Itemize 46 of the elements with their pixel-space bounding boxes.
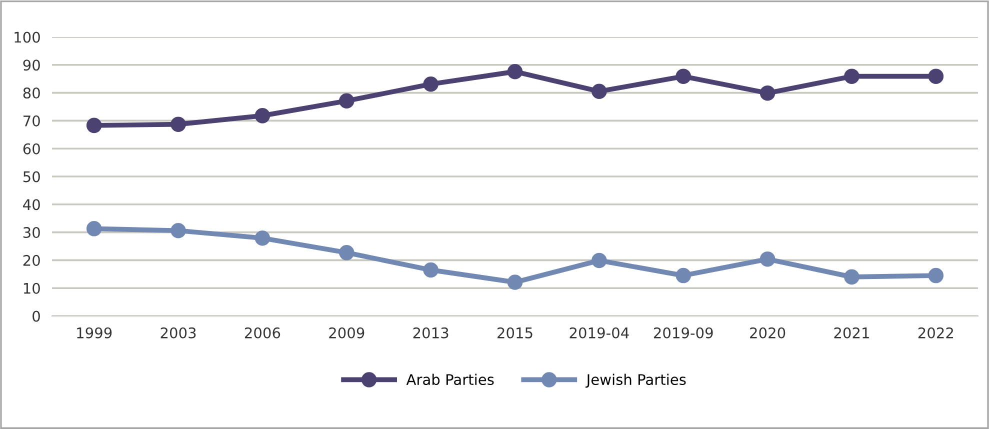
x-tick-label: 2013 [413, 327, 448, 338]
x-tick-label: 1999 [77, 327, 112, 338]
point [844, 68, 860, 84]
x-tick-label: 2006 [244, 327, 280, 338]
point [844, 269, 860, 285]
y-tick-label: 80 [23, 88, 40, 99]
y-tick-label: 70 [24, 115, 40, 126]
point [86, 118, 102, 134]
y-tick-label: 0 [32, 310, 40, 322]
point [338, 245, 354, 260]
point [928, 68, 944, 84]
point [507, 274, 523, 290]
legend-label: Arab Parties [406, 374, 494, 386]
y-tick-label: 60 [23, 143, 40, 154]
point [170, 222, 186, 238]
x-tick-label: 2020 [750, 327, 786, 338]
x-tick-label: 2019-09 [654, 327, 713, 338]
point [592, 84, 607, 100]
point [760, 251, 776, 267]
point [507, 64, 523, 80]
point [338, 93, 354, 109]
point [592, 252, 607, 268]
y-tick-label: 50 [23, 171, 40, 182]
point [254, 230, 270, 246]
y-tick-label: 90 [23, 60, 40, 71]
y-tick-label: 40 [23, 199, 40, 210]
point [760, 85, 776, 101]
x-tick-label: 2009 [329, 327, 364, 338]
point [86, 221, 102, 236]
x-tick-label: 2015 [498, 327, 532, 338]
x-tick-label: 2019-04 [570, 327, 629, 338]
x-tick-label: 2021 [834, 327, 869, 338]
point [676, 68, 692, 84]
y-tick-label: 20 [23, 254, 40, 266]
point [423, 76, 438, 92]
point [676, 268, 692, 284]
point [928, 268, 944, 284]
y-tick-label: 10 [24, 282, 40, 294]
x-tick-label: 2003 [160, 327, 196, 338]
y-tick-label: 30 [23, 227, 40, 238]
point [170, 116, 186, 132]
x-tick-label: 2022 [918, 327, 954, 338]
legend-label: Jewish Parties [586, 374, 686, 388]
point [254, 108, 270, 124]
point [423, 262, 438, 278]
y-tick-label: 100 [14, 32, 40, 43]
